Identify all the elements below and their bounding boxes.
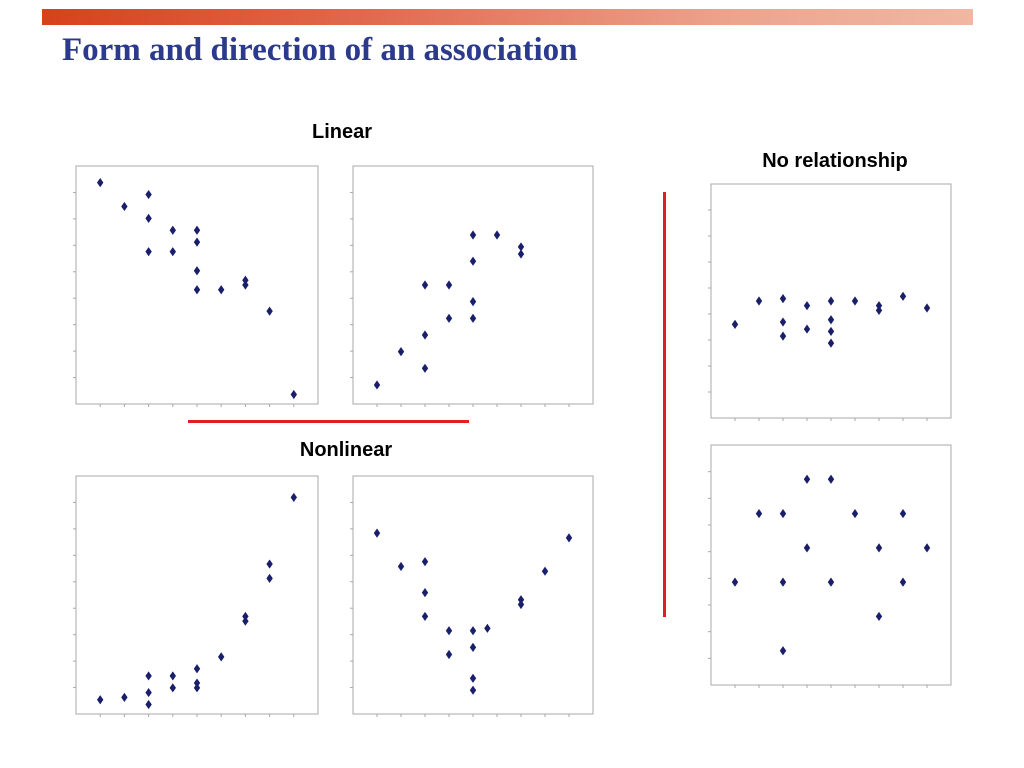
data-point [290, 389, 297, 400]
data-point [517, 599, 525, 610]
data-point [875, 301, 883, 311]
data-point [169, 671, 176, 681]
data-point [731, 577, 739, 587]
data-point [827, 577, 835, 587]
data-point [97, 178, 104, 188]
data-point [218, 652, 225, 662]
data-point [803, 474, 811, 484]
scatter-plot-no-relationship-scatter [708, 444, 952, 688]
data-point [493, 230, 501, 240]
data-point [779, 294, 787, 304]
plot-frame [75, 475, 319, 715]
data-point [421, 611, 429, 622]
scatter-plot-nonlinear-exponential [73, 475, 319, 717]
title-accent-bar [42, 9, 973, 25]
data-point [169, 225, 176, 235]
data-point [145, 213, 152, 223]
heading-no-relationship: No relationship [762, 150, 908, 172]
data-point [875, 611, 883, 622]
data-point [421, 330, 429, 340]
data-point [469, 256, 477, 266]
data-point [445, 649, 453, 660]
data-point [779, 508, 787, 519]
data-point [755, 508, 763, 519]
data-point [469, 313, 477, 323]
plot-frame [710, 444, 952, 686]
data-point [169, 247, 176, 257]
data-point [445, 313, 453, 323]
data-point [145, 247, 152, 257]
data-point [779, 317, 787, 327]
data-point [851, 508, 859, 519]
data-point [899, 291, 907, 301]
data-point [827, 338, 835, 348]
scatter-plot-linear-positive [350, 165, 594, 407]
data-point [731, 319, 739, 329]
data-point [421, 280, 429, 290]
data-point [469, 230, 477, 240]
data-point [779, 331, 787, 341]
data-point [875, 305, 883, 315]
data-point [421, 363, 429, 373]
data-point [517, 249, 525, 259]
data-point [421, 588, 429, 598]
data-point [242, 280, 249, 290]
data-point [851, 296, 859, 306]
data-point [397, 561, 405, 572]
data-point [875, 543, 883, 553]
scatter-plot-linear-negative [73, 165, 319, 407]
divider-vertical [663, 192, 666, 617]
data-point [290, 492, 297, 503]
scatter-plot-nonlinear-u-shape [350, 475, 594, 717]
data-point [469, 297, 477, 307]
data-point [923, 303, 931, 313]
data-point [803, 543, 811, 553]
heading-linear: Linear [311, 121, 373, 143]
data-point [803, 301, 811, 311]
data-point [827, 474, 835, 484]
data-point [779, 646, 787, 656]
data-point [121, 201, 128, 212]
data-point [373, 380, 381, 390]
plot-frame [352, 165, 594, 405]
data-point [923, 543, 931, 553]
data-point [565, 533, 573, 543]
data-point [899, 508, 907, 519]
data-point [373, 528, 381, 538]
data-point [193, 266, 201, 276]
scatter-plot-no-relationship-flat [708, 183, 952, 421]
data-point [517, 595, 525, 605]
slide-title: Form and direction of an association [62, 32, 578, 68]
data-point [242, 616, 249, 626]
data-point [517, 242, 525, 252]
data-point [169, 683, 176, 693]
data-point [755, 296, 763, 306]
data-point [541, 566, 549, 576]
data-point [445, 280, 453, 290]
data-point [779, 577, 787, 587]
data-point [803, 324, 811, 334]
data-point [266, 306, 273, 316]
divider-horizontal [188, 420, 469, 423]
data-point [827, 326, 835, 337]
data-point [899, 577, 907, 587]
plot-frame [75, 165, 319, 405]
data-point [827, 315, 835, 325]
data-point [145, 189, 152, 200]
data-point [827, 296, 835, 306]
heading-nonlinear: Nonlinear [299, 439, 393, 461]
